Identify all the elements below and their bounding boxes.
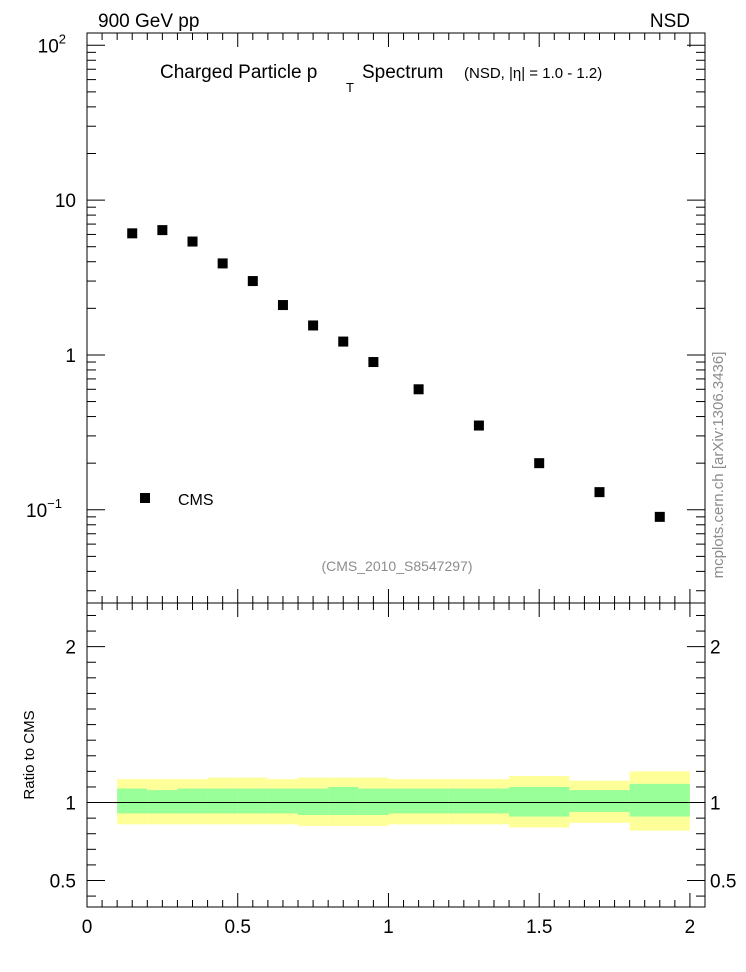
ratio-y-tick-label-right-0: 0.5 xyxy=(710,871,736,892)
ratio-y-tick-label-right-2: 2 xyxy=(710,638,721,659)
y-tick-label-0: 102 xyxy=(38,31,66,57)
legend-label-cms: CMS xyxy=(178,492,214,509)
y-tick-label-1: 10 xyxy=(55,191,76,212)
ratio-y-tick-label-0: 0.5 xyxy=(50,871,76,892)
chart-title-main: Charged Particle p xyxy=(160,62,317,83)
chart-title-detail: (NSD, |η| = 1.0 - 1.2) xyxy=(464,65,602,82)
ratio-band-inner-6 xyxy=(298,788,329,816)
x-tick-label-4: 2 xyxy=(685,917,696,938)
ratio-band-inner-10 xyxy=(448,788,510,814)
header-left: 900 GeV pp xyxy=(98,11,199,32)
x-tick-label-0: 0 xyxy=(82,917,93,938)
side-label: mcplots.cern.ch [arXiv:1306.3436] xyxy=(710,352,727,579)
data-point-1 xyxy=(157,225,168,236)
data-point-3 xyxy=(217,258,228,269)
data-point-2 xyxy=(187,236,198,247)
ratio-band-inner-8 xyxy=(358,788,389,816)
ratio-band-inner-13 xyxy=(629,783,690,817)
y-tick-label-3: 10−1 xyxy=(26,496,62,522)
ratio-ylabel: Ratio to CMS xyxy=(21,710,38,799)
data-point-5 xyxy=(277,300,288,311)
x-tick-label-2: 1 xyxy=(383,917,394,938)
ratio-band-inner-11 xyxy=(509,786,570,817)
ratio-y-tick-label-right-1: 1 xyxy=(710,794,721,815)
data-point-10 xyxy=(473,420,484,431)
legend-marker-cms xyxy=(140,493,150,503)
ratio-band-inner-1 xyxy=(147,790,178,814)
x-tick-label-3: 1.5 xyxy=(526,917,552,938)
data-point-8 xyxy=(368,357,379,368)
data-point-11 xyxy=(534,458,545,469)
ratio-band-inner-5 xyxy=(267,788,299,814)
ratio-y-tick-label-1: 1 xyxy=(65,794,76,815)
ratio-plot-frame xyxy=(86,602,706,908)
analysis-watermark: (CMS_2010_S8547297) xyxy=(322,558,473,574)
header-right: NSD xyxy=(650,11,690,32)
ratio-band-inner-4 xyxy=(237,788,268,814)
chart-title-end: Spectrum xyxy=(362,62,443,83)
ratio-y-tick-label-2: 2 xyxy=(65,638,76,659)
ratio-band-inner-7 xyxy=(328,786,359,816)
ratio-band-inner-0 xyxy=(117,788,148,814)
data-point-0 xyxy=(127,228,138,239)
data-point-12 xyxy=(594,487,605,498)
ratio-band-inner-2 xyxy=(177,788,208,814)
main-plot-frame xyxy=(86,32,706,604)
data-point-9 xyxy=(413,384,424,395)
data-point-7 xyxy=(338,336,349,347)
ratio-band-inner-12 xyxy=(569,790,630,812)
ratio-band-inner-9 xyxy=(388,788,449,814)
y-tick-label-2: 1 xyxy=(65,346,76,367)
data-point-4 xyxy=(247,276,258,287)
ratio-band-inner-3 xyxy=(207,788,238,814)
data-point-13 xyxy=(654,511,665,522)
x-tick-label-1: 0.5 xyxy=(225,917,251,938)
data-point-6 xyxy=(308,320,319,331)
chart-title-subscript: T xyxy=(346,80,354,95)
